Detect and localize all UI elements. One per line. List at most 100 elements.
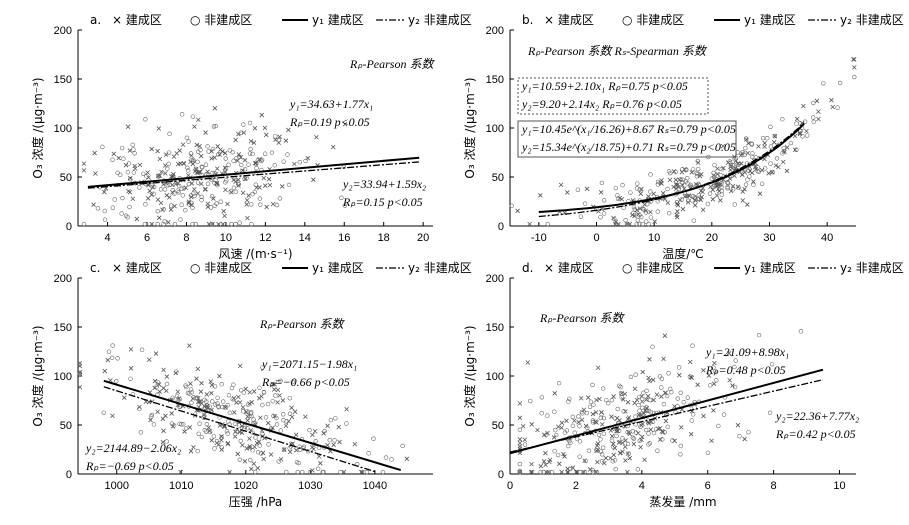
scatter-point-nonbuilt bbox=[177, 404, 183, 409]
scatter-point-built bbox=[601, 460, 607, 466]
scatter-point-built bbox=[645, 393, 651, 399]
scatter-point-nonbuilt bbox=[636, 402, 641, 408]
scatter-point-nonbuilt bbox=[719, 167, 724, 172]
scatter-point-nonbuilt bbox=[650, 344, 655, 350]
scatter-point-built bbox=[538, 463, 544, 469]
scatter-point-nonbuilt bbox=[231, 158, 236, 164]
scatter-point-built bbox=[611, 215, 616, 221]
scatter-point-built bbox=[642, 457, 647, 463]
scatter-point-built bbox=[180, 142, 186, 147]
scatter-point-nonbuilt bbox=[342, 203, 348, 208]
scatter-point-built bbox=[742, 436, 747, 442]
scatter-point-built bbox=[360, 469, 365, 475]
scatter-point-built bbox=[163, 413, 168, 419]
scatter-point-built bbox=[561, 451, 566, 457]
scatter-point-nonbuilt bbox=[539, 411, 544, 416]
scatter-point-built bbox=[662, 333, 668, 338]
annotation: y₂=15.34e^(x₂/18.75)+0.71 Rₛ=0.79 p<0.05 bbox=[521, 140, 736, 154]
scatter-point-built bbox=[594, 397, 599, 403]
scatter-point-built bbox=[659, 178, 664, 183]
scatter-point-built bbox=[784, 168, 790, 174]
scatter-point-built bbox=[627, 455, 633, 461]
scatter-point-built bbox=[149, 146, 155, 152]
scatter-point-nonbuilt bbox=[599, 459, 605, 464]
scatter-point-built bbox=[546, 469, 551, 475]
scatter-point-built bbox=[192, 124, 197, 129]
scatter-point-built bbox=[128, 366, 134, 371]
legend-item-y2: y₂ 非建成区 bbox=[408, 261, 472, 275]
scatter-point-built bbox=[266, 176, 272, 182]
scatter-point-built bbox=[125, 124, 131, 129]
scatter-point-nonbuilt bbox=[695, 158, 700, 164]
scatter-point-nonbuilt bbox=[138, 430, 144, 435]
scatter-point-built bbox=[283, 138, 289, 144]
scatter-point-built bbox=[673, 177, 679, 183]
x-tick-label: 40 bbox=[821, 232, 833, 244]
scatter-point-nonbuilt bbox=[276, 459, 281, 464]
scatter-point-nonbuilt bbox=[202, 428, 207, 433]
scatter-point-nonbuilt bbox=[235, 181, 241, 187]
scatter-point-built bbox=[263, 183, 268, 188]
scatter-point-nonbuilt bbox=[617, 383, 622, 389]
scatter-point-nonbuilt bbox=[315, 466, 321, 472]
scatter-point-built bbox=[105, 357, 110, 363]
scatter-point-built bbox=[172, 203, 177, 209]
scatter-point-nonbuilt bbox=[143, 117, 148, 122]
y-tick-label: 150 bbox=[486, 322, 504, 334]
scatter-point-nonbuilt bbox=[641, 390, 646, 396]
scatter-point-nonbuilt bbox=[760, 135, 766, 141]
scatter-point-nonbuilt bbox=[223, 156, 228, 161]
scatter-point-built bbox=[255, 465, 260, 471]
scatter-point-built bbox=[270, 201, 276, 207]
scatter-point-built bbox=[166, 220, 171, 225]
scatter-point-nonbuilt bbox=[690, 412, 696, 417]
annotation: Rₚ=0.15 p<0.05 bbox=[342, 195, 423, 209]
scatter-point-nonbuilt bbox=[258, 202, 263, 207]
scatter-point-built bbox=[247, 401, 252, 406]
x-tick-label: 0 bbox=[593, 232, 599, 244]
scatter-point-built bbox=[229, 189, 234, 195]
scatter-point-nonbuilt bbox=[131, 170, 137, 175]
scatter-point-nonbuilt bbox=[770, 169, 775, 175]
fit-line-y1 bbox=[103, 379, 401, 472]
scatter-point-nonbuilt bbox=[237, 220, 242, 225]
scatter-point-built bbox=[240, 190, 246, 196]
scatter-point-nonbuilt bbox=[211, 124, 217, 129]
scatter-point-built bbox=[199, 380, 204, 386]
scatter-point-built bbox=[762, 144, 767, 149]
scatter-point-built bbox=[527, 221, 532, 227]
scatter-point-built bbox=[215, 144, 220, 149]
scatter-point-built bbox=[712, 360, 717, 366]
scatter-point-nonbuilt bbox=[578, 214, 584, 219]
scatter-point-nonbuilt bbox=[101, 410, 106, 415]
scatter-point-built bbox=[579, 417, 585, 423]
scatter-point-nonbuilt bbox=[678, 390, 683, 395]
scatter-point-nonbuilt bbox=[575, 187, 581, 192]
scatter-point-built bbox=[614, 429, 619, 434]
scatter-point-nonbuilt bbox=[605, 400, 611, 406]
scatter-point-built bbox=[562, 454, 567, 459]
scatter-point-built bbox=[637, 206, 643, 211]
scatter-point-nonbuilt bbox=[590, 382, 595, 388]
scatter-point-built bbox=[159, 169, 164, 175]
scatter-point-nonbuilt bbox=[189, 157, 194, 163]
scatter-point-nonbuilt bbox=[161, 221, 166, 227]
scatter-point-nonbuilt bbox=[274, 202, 280, 208]
scatter-point-nonbuilt bbox=[231, 185, 237, 191]
scatter-point-built bbox=[559, 420, 565, 426]
scatter-point-built bbox=[145, 170, 150, 175]
scatter-point-built bbox=[157, 389, 163, 395]
scatter-point-built bbox=[594, 420, 599, 425]
scatter-point-built bbox=[687, 359, 693, 365]
scatter-point-built bbox=[727, 176, 733, 181]
scatter-point-built bbox=[611, 394, 616, 399]
scatter-point-nonbuilt bbox=[295, 469, 300, 475]
scatter-point-built bbox=[208, 379, 214, 384]
scatter-point-built bbox=[146, 175, 151, 180]
scatter-point-nonbuilt bbox=[613, 185, 619, 191]
scatter-point-built bbox=[252, 126, 258, 131]
scatter-point-nonbuilt bbox=[712, 162, 717, 168]
scatter-point-nonbuilt bbox=[710, 184, 716, 189]
scatter-point-built bbox=[168, 207, 174, 212]
scatter-point-nonbuilt bbox=[732, 384, 738, 390]
